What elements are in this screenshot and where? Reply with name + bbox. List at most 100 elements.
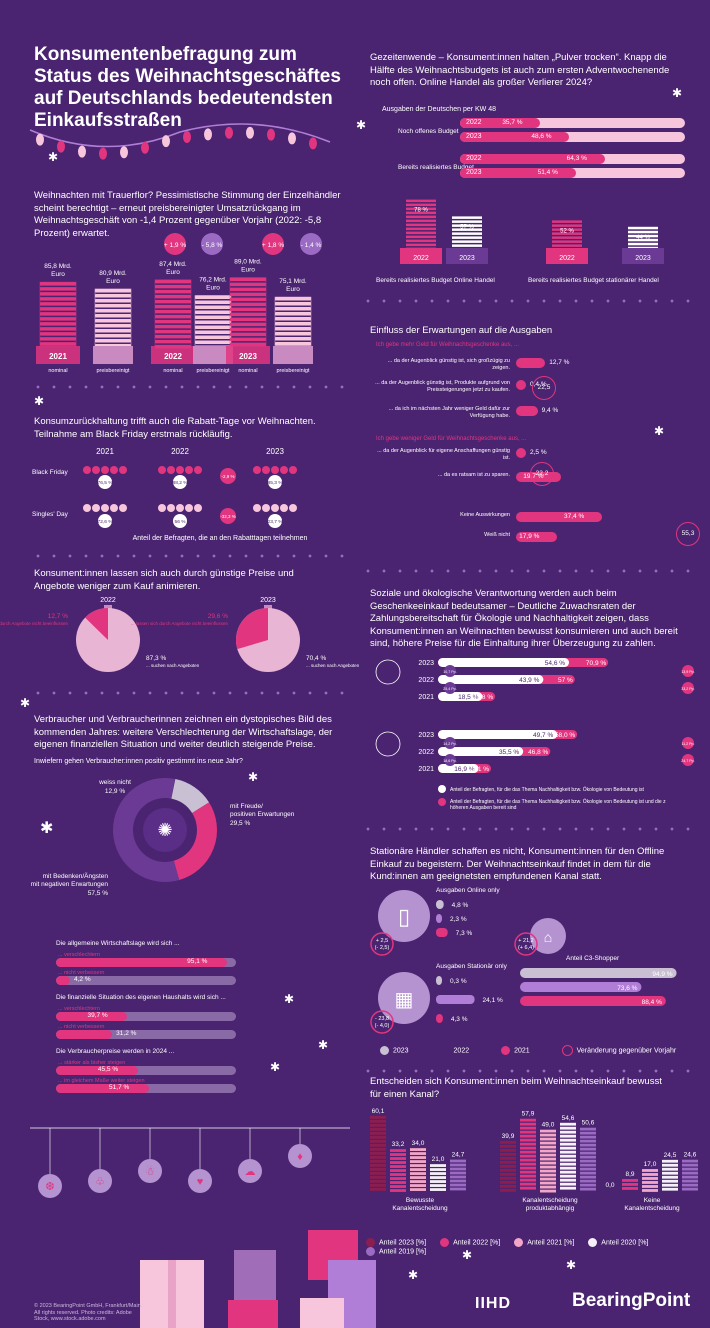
bar-stripe bbox=[230, 282, 266, 287]
bar bbox=[436, 995, 475, 1004]
legend-label: Anteil 2021 [%] bbox=[527, 1239, 575, 1247]
light-bulb bbox=[141, 141, 149, 154]
bar-stripe bbox=[275, 322, 311, 326]
group-label: Bewusste bbox=[406, 1197, 435, 1204]
year-label: 2022 bbox=[418, 749, 434, 756]
row-label: Keine Auswirkungen bbox=[460, 512, 510, 518]
bar-value: 31,2 % bbox=[116, 1030, 137, 1037]
donut-center bbox=[143, 808, 187, 852]
bar-stripe bbox=[95, 323, 131, 328]
sum-circle: 55,3 bbox=[676, 522, 700, 546]
value-unit: Euro bbox=[166, 269, 180, 276]
bar-stripe bbox=[370, 1132, 386, 1135]
bar-fill bbox=[56, 958, 228, 967]
person-icon bbox=[158, 504, 166, 512]
bar-stripe bbox=[430, 1172, 446, 1175]
year-label: 2021 bbox=[49, 352, 67, 361]
person-icon bbox=[167, 504, 175, 512]
bar-stripe bbox=[390, 1157, 406, 1160]
channel-decision-chart: 60,133,2 34,021,024,7BewussteKanalentsche… bbox=[370, 1108, 698, 1212]
stack-caption: Bereits realisiertes Budget Online Hande… bbox=[376, 277, 495, 284]
bar-stripe bbox=[95, 318, 131, 323]
year-label: 2023 bbox=[459, 255, 475, 262]
year-label: 2022 bbox=[559, 255, 575, 262]
year-label: 2023 bbox=[466, 133, 482, 140]
bar-stripe bbox=[520, 1158, 536, 1162]
s2-caption: Anteil der Befragten, die an den Rabattt… bbox=[132, 535, 308, 542]
bar-stripe bbox=[580, 1187, 596, 1191]
separator bbox=[360, 298, 690, 304]
bar-stripe bbox=[450, 1171, 466, 1175]
bar-stripe bbox=[430, 1168, 446, 1171]
legend-label: Anteil 2020 [%] bbox=[601, 1239, 649, 1247]
stack-stripe bbox=[406, 199, 436, 203]
group-label: produktabhängig bbox=[526, 1205, 575, 1212]
question-label: Die Verbraucherpreise werden in 2024 ... bbox=[56, 1048, 175, 1055]
bar-stripe bbox=[155, 339, 191, 344]
gift-ribbon bbox=[168, 1260, 176, 1328]
stack-caption: Bereits realisiertes Budget stationärer … bbox=[528, 277, 659, 284]
bar-stripe bbox=[560, 1182, 576, 1186]
donut-label: mit Bedenken/Ängsten bbox=[43, 872, 109, 880]
value-unit: Euro bbox=[241, 267, 255, 274]
bar-stripe bbox=[450, 1159, 466, 1163]
donut-segment bbox=[173, 802, 217, 881]
bar-value: 95,1 % bbox=[187, 958, 208, 965]
bar-stripe bbox=[410, 1176, 426, 1179]
value-badge bbox=[98, 475, 112, 489]
bar-stripe bbox=[390, 1173, 406, 1176]
bar-value: 24,1 % bbox=[483, 997, 503, 1004]
shop-ornament bbox=[530, 918, 566, 954]
person-icon bbox=[158, 466, 166, 474]
bar-stripe bbox=[155, 299, 191, 304]
bar-stripe bbox=[40, 292, 76, 296]
separator bbox=[30, 384, 350, 390]
bar-stripe bbox=[370, 1156, 386, 1159]
value-unit: Euro bbox=[51, 271, 65, 278]
bar bbox=[436, 1014, 443, 1023]
bar-stripe bbox=[230, 302, 266, 307]
bar-stripe bbox=[450, 1187, 466, 1191]
bar-stripe bbox=[370, 1116, 386, 1119]
bar-stripe bbox=[95, 298, 131, 303]
bar-fill bbox=[516, 512, 603, 522]
bar bbox=[436, 976, 442, 985]
stack-stripe bbox=[552, 224, 582, 227]
bar bbox=[436, 928, 448, 937]
group-label: Kanalentscheidung bbox=[522, 1197, 578, 1204]
pp-label: 13,9 Pp. bbox=[681, 670, 694, 674]
bar-value: 2,5 % bbox=[530, 449, 547, 456]
light-bulb bbox=[288, 132, 296, 145]
bar-stripe bbox=[642, 1185, 658, 1188]
change-label: (+ 6,4) bbox=[518, 945, 534, 951]
s4-question: Inwiefern gehen Verbraucher:innen positi… bbox=[34, 758, 243, 765]
bar-stripe bbox=[682, 1179, 698, 1183]
light-bulb bbox=[120, 146, 128, 159]
bar bbox=[436, 900, 444, 909]
year-label: 2022 bbox=[418, 677, 434, 684]
axis-label: preisbereinigt bbox=[276, 368, 309, 374]
answer-label: ... nicht verbessern bbox=[58, 970, 105, 976]
pp-badge bbox=[444, 665, 456, 677]
mood-donut: ✺ weiss nicht 12,9 % mit Freude/positiven E… bbox=[31, 778, 295, 897]
bar-stripe bbox=[275, 307, 311, 311]
bar-value: 23,8 % bbox=[473, 694, 493, 701]
legend-dot bbox=[438, 798, 446, 806]
phone-icon: ▯ bbox=[398, 904, 410, 929]
person-icon bbox=[262, 466, 270, 474]
change-label: + 21,2 bbox=[518, 938, 533, 944]
bar-stripe bbox=[195, 300, 231, 305]
bar-stripe bbox=[195, 330, 231, 335]
person-icon bbox=[119, 504, 127, 512]
donut-label: mit Freude/ bbox=[230, 803, 263, 810]
bar-stripe bbox=[155, 334, 191, 339]
change-label: (- 4,0) bbox=[375, 1023, 390, 1029]
bar-stripe bbox=[410, 1164, 426, 1167]
light-bulb bbox=[309, 137, 317, 150]
light-bulb bbox=[183, 131, 191, 144]
bar-value: 9,4 % bbox=[541, 407, 559, 414]
legend-item: Anteil 2019 [%] bbox=[366, 1247, 426, 1256]
person-icon bbox=[92, 504, 100, 512]
bar-stripe bbox=[40, 337, 76, 341]
